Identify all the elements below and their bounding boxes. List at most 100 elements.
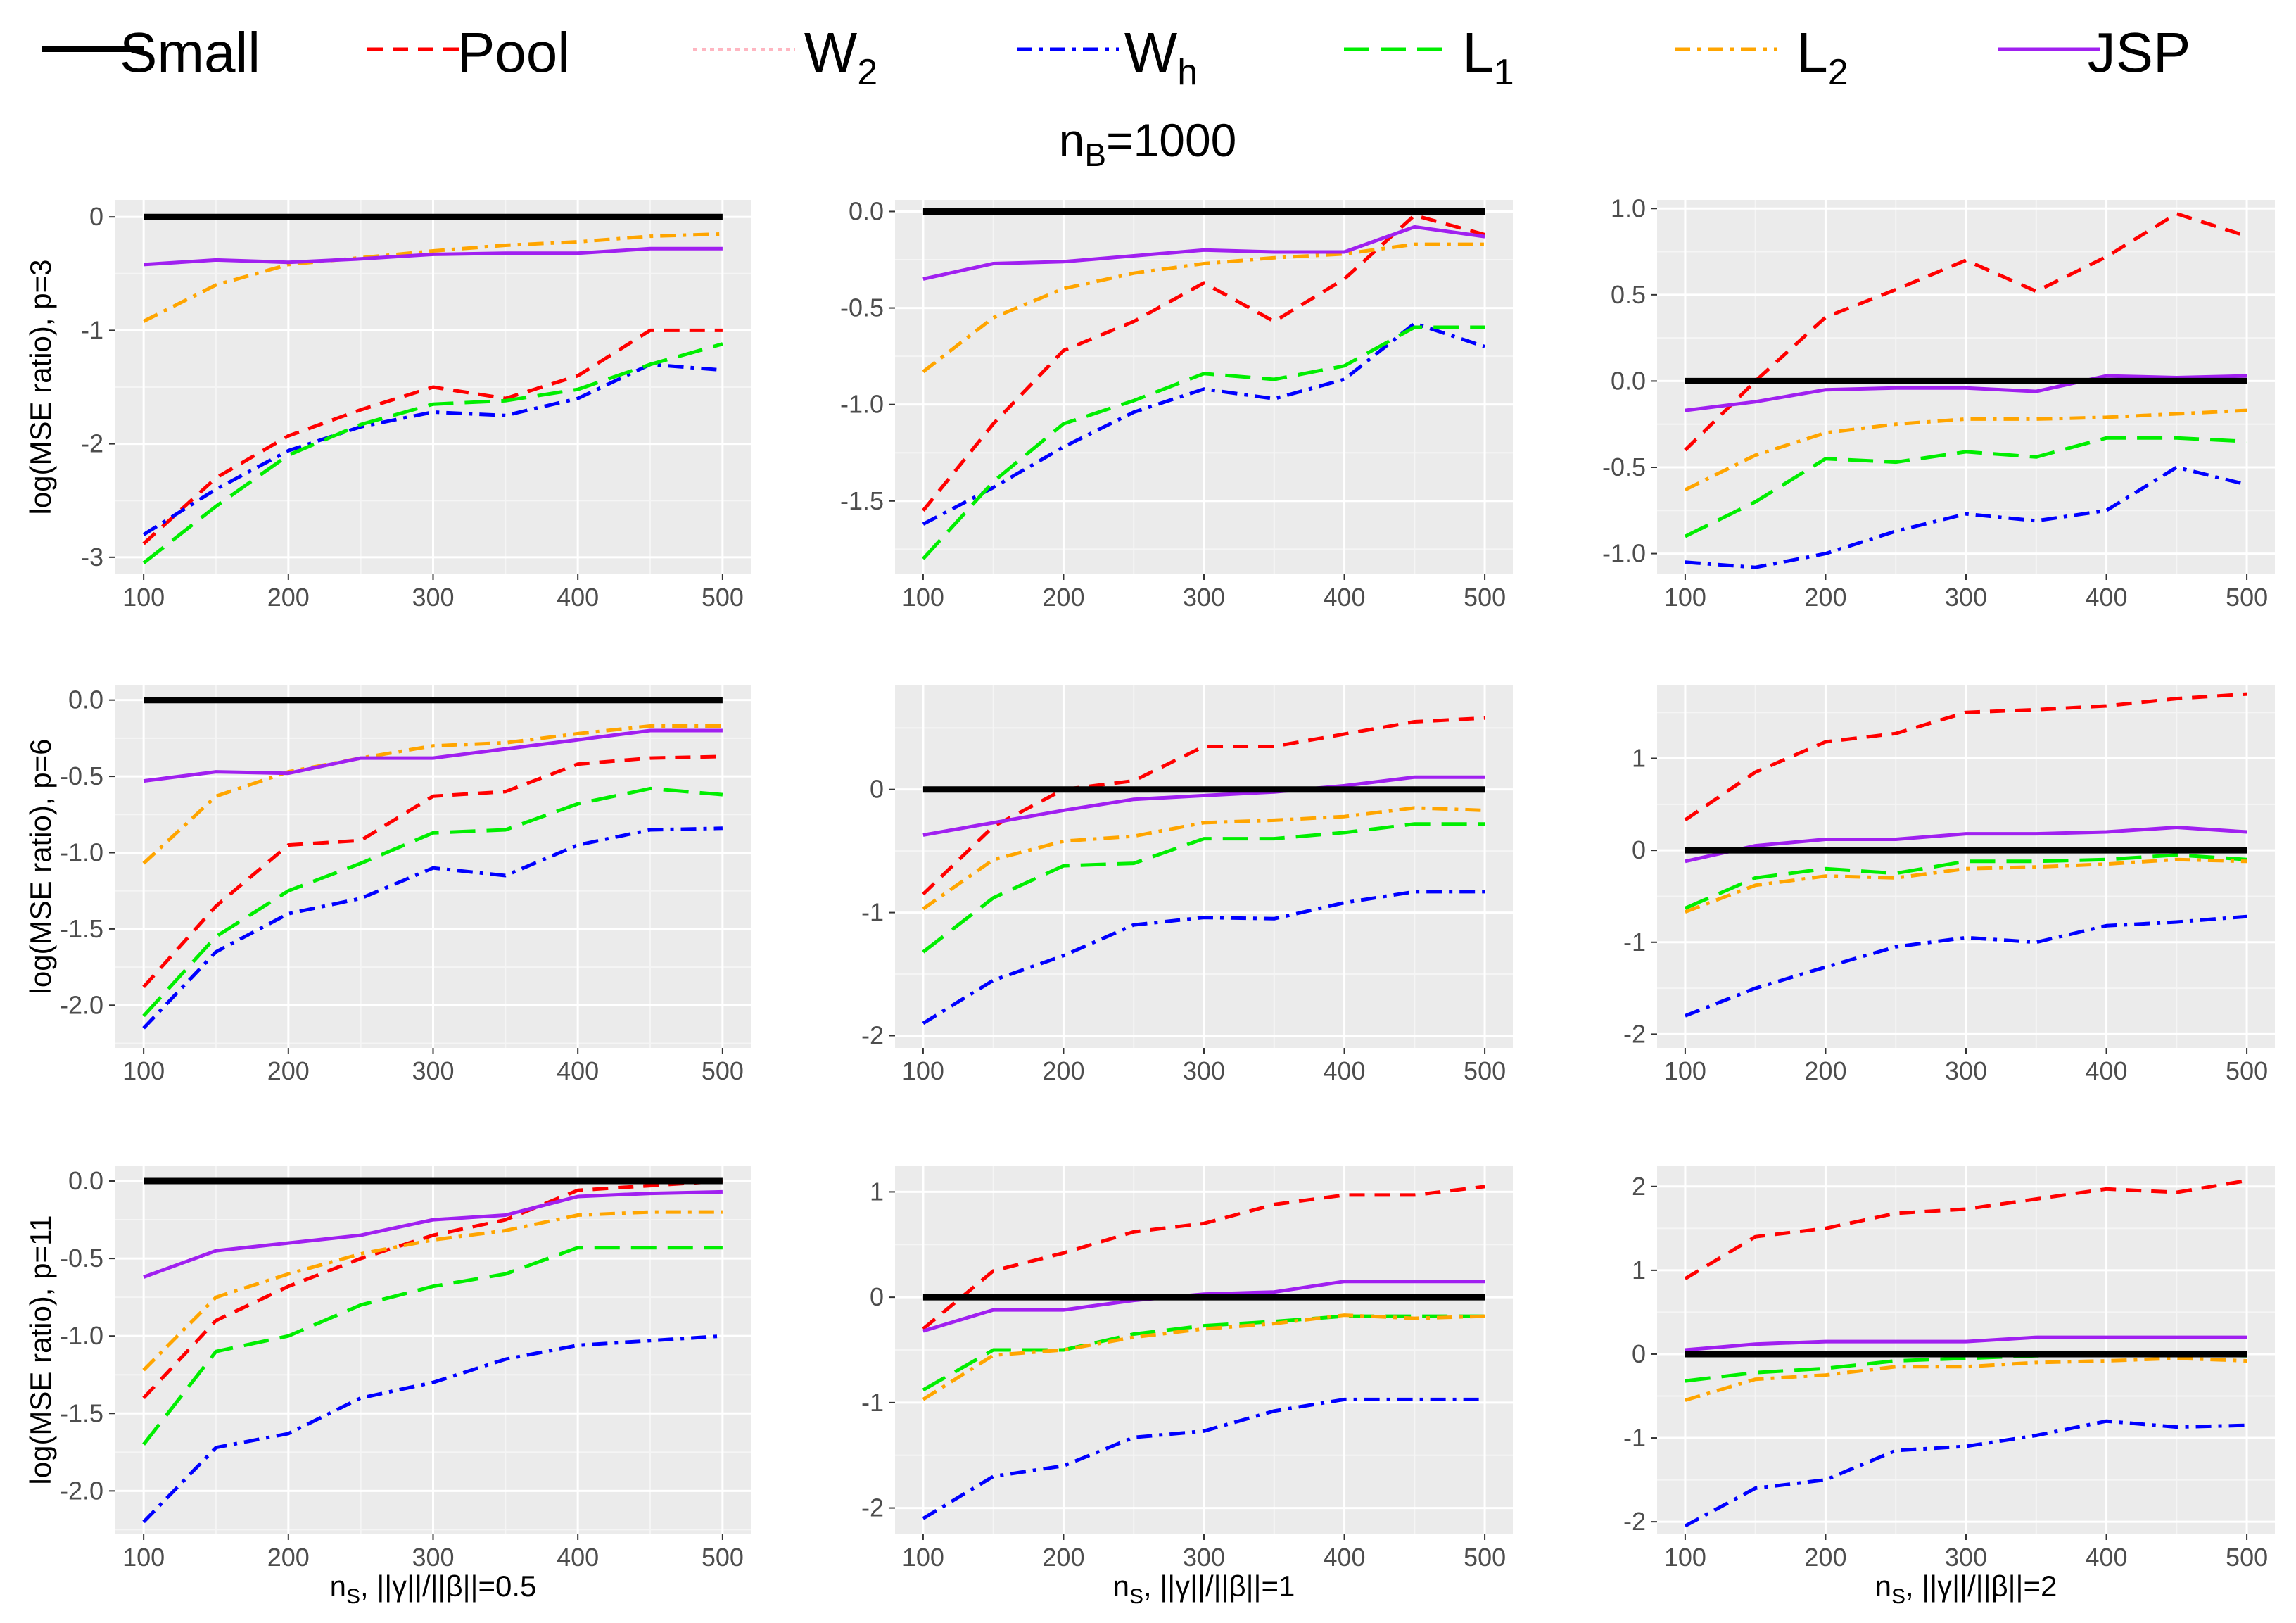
series-line-l1 [1685, 1352, 2247, 1383]
y-axis: -3 -2 -1 0 [81, 202, 115, 571]
x-tick-label: 400 [2086, 583, 2128, 612]
y-axis: -2 -1 0 1 [861, 1177, 895, 1522]
series-line-l2 [142, 724, 723, 865]
legend-item-small: Small [42, 21, 260, 84]
series-line-jsp [1685, 1335, 2247, 1352]
legend-label-l2: L2 [1796, 21, 1848, 93]
x-tick-label: 500 [702, 1056, 744, 1085]
x-axis-label-main: n [330, 1570, 346, 1603]
x-tick-label: 300 [412, 1543, 454, 1572]
panel-r1-c3: 100 200 300 400 500 -1.0 -0.5 0.0 0.5 1.0 [1602, 194, 2275, 612]
legend-label-main: JSP [2088, 21, 2191, 84]
x-tick-label: 500 [2226, 583, 2268, 612]
series-line-pool [922, 1185, 1485, 1331]
y-tick-label: -1 [1623, 1423, 1646, 1452]
x-tick-label: 200 [267, 1543, 310, 1572]
x-tick-label: 200 [1804, 1543, 1846, 1572]
panel-r2-c2: 100 200 300 400 500 -2 -1 0 [861, 685, 1513, 1085]
x-tick-label: 200 [1042, 583, 1084, 612]
panel-r2-c3: 100 200 300 400 500 -2 -1 0 1 [1623, 685, 2275, 1085]
x-tick-label: 100 [122, 583, 165, 612]
col-labels: nS, ||γ||/||β||=0.5 nS, ||γ||/||β||=1 nS, … [330, 1570, 2057, 1608]
y-tick-label: -1.0 [60, 838, 103, 866]
series-line-pool [142, 1179, 723, 1400]
x-tick-label: 100 [1664, 1056, 1706, 1085]
y-axis-label-row-1: log(MSE ratio), p=3 [24, 260, 57, 515]
x-axis: 100 200 300 400 500 [122, 1534, 744, 1572]
figure-title-rest: =1000 [1106, 114, 1236, 166]
minor-gridlines [1657, 200, 2275, 574]
x-tick-label: 300 [1945, 583, 1987, 612]
legend-label-sub: 2 [1828, 52, 1848, 93]
x-axis: 100 200 300 400 500 [1664, 1534, 2268, 1572]
legend-item-l1: L1 [1344, 21, 1514, 93]
legend-label-small: Small [120, 21, 260, 84]
x-tick-label: 100 [902, 1056, 944, 1085]
panel-r3-c3: 100 200 300 400 500 -2 -1 0 1 2 [1623, 1166, 2275, 1572]
x-tick-label: 300 [1183, 1056, 1225, 1085]
series-line-l2 [1684, 408, 2247, 492]
x-tick-label: 100 [902, 1543, 944, 1572]
x-tick-label: 200 [1804, 1056, 1846, 1085]
series-line-pool [1684, 692, 2247, 822]
series-group [1684, 692, 2247, 1018]
x-tick-label: 400 [1324, 583, 1366, 612]
series-group [922, 1185, 1485, 1520]
series-line-jsp [922, 775, 1485, 837]
series-group [1684, 212, 2247, 569]
series-line-l2 [922, 242, 1485, 374]
series-line-pool [142, 328, 723, 545]
panel-r1-c1: 100 200 300 400 500 -3 -2 -1 0 [81, 200, 751, 612]
y-tick-label: -1.0 [1602, 539, 1646, 568]
legend-label-jsp: JSP [2088, 21, 2191, 84]
series-line-jsp [143, 728, 723, 783]
panel-r2-c1: 100 200 300 400 500 -2.0 -1.5 -1.0 -0.5 0.0 [60, 685, 751, 1085]
series-line-l1 [1684, 853, 2247, 910]
series-group [921, 208, 1485, 560]
x-tick-label: 100 [122, 1543, 165, 1572]
x-tick-label: 100 [1664, 1543, 1706, 1572]
x-axis: 100 200 300 400 500 [1664, 574, 2268, 612]
x-tick-label: 200 [267, 1056, 310, 1085]
x-axis: 100 200 300 400 500 [1664, 1048, 2268, 1085]
legend-item-w2: W2 [693, 21, 877, 93]
series-line-wh [922, 322, 1485, 526]
figure-title-main: n [1059, 114, 1085, 166]
x-tick-label: 500 [702, 583, 744, 612]
y-axis: -2.0 -1.5 -1.0 -0.5 0.0 [60, 1166, 115, 1505]
legend-label-pool: Pool [457, 21, 570, 84]
figure-title: nB=1000 [1059, 114, 1237, 173]
y-tick-label: 0 [1632, 1339, 1646, 1368]
y-tick-label: -0.5 [1602, 453, 1646, 481]
x-tick-label: 100 [902, 583, 944, 612]
x-axis-label-rest: , ||γ||/||β||=1 [1143, 1570, 1295, 1603]
y-axis: -2 -1 0 1 [1623, 744, 1657, 1048]
x-tick-label: 300 [412, 583, 454, 612]
y-tick-label: -2 [1623, 1019, 1646, 1048]
legend-label-main: Small [120, 21, 260, 84]
series-line-l2 [922, 806, 1485, 911]
y-tick-label: -2 [1623, 1507, 1646, 1536]
y-tick-label: 0.0 [1611, 366, 1646, 395]
series-line-wh [1684, 1419, 2247, 1528]
x-tick-label: 400 [557, 1543, 599, 1572]
figure-title-sub: B [1084, 137, 1106, 173]
panel-r1-c2: 100 200 300 400 500 -1.5 -1.0 -0.5 0.0 [840, 196, 1513, 612]
legend-item-l2: L2 [1675, 21, 1848, 93]
series-group [142, 697, 723, 1030]
series-line-jsp [922, 225, 1485, 281]
series-group [142, 213, 723, 564]
x-tick-label: 500 [2226, 1056, 2268, 1085]
x-axis-label-rest: , ||γ||/||β||=2 [1905, 1570, 2057, 1603]
series-line-l1 [922, 325, 1485, 560]
x-axis-label-sub: S [1891, 1585, 1905, 1608]
y-tick-label: 2 [1632, 1172, 1646, 1201]
series-line-wh [1684, 914, 2247, 1018]
panel-r3-c2: 100 200 300 400 500 -2 -1 0 1 [861, 1166, 1513, 1572]
x-axis: 100 200 300 400 500 [122, 1048, 744, 1085]
y-tick-label: -1 [81, 315, 103, 344]
y-tick-label: -1.5 [60, 914, 103, 943]
y-tick-label: -1.0 [840, 390, 884, 419]
y-tick-label: -0.5 [60, 762, 103, 790]
x-axis: 100 200 300 400 500 [122, 574, 744, 612]
